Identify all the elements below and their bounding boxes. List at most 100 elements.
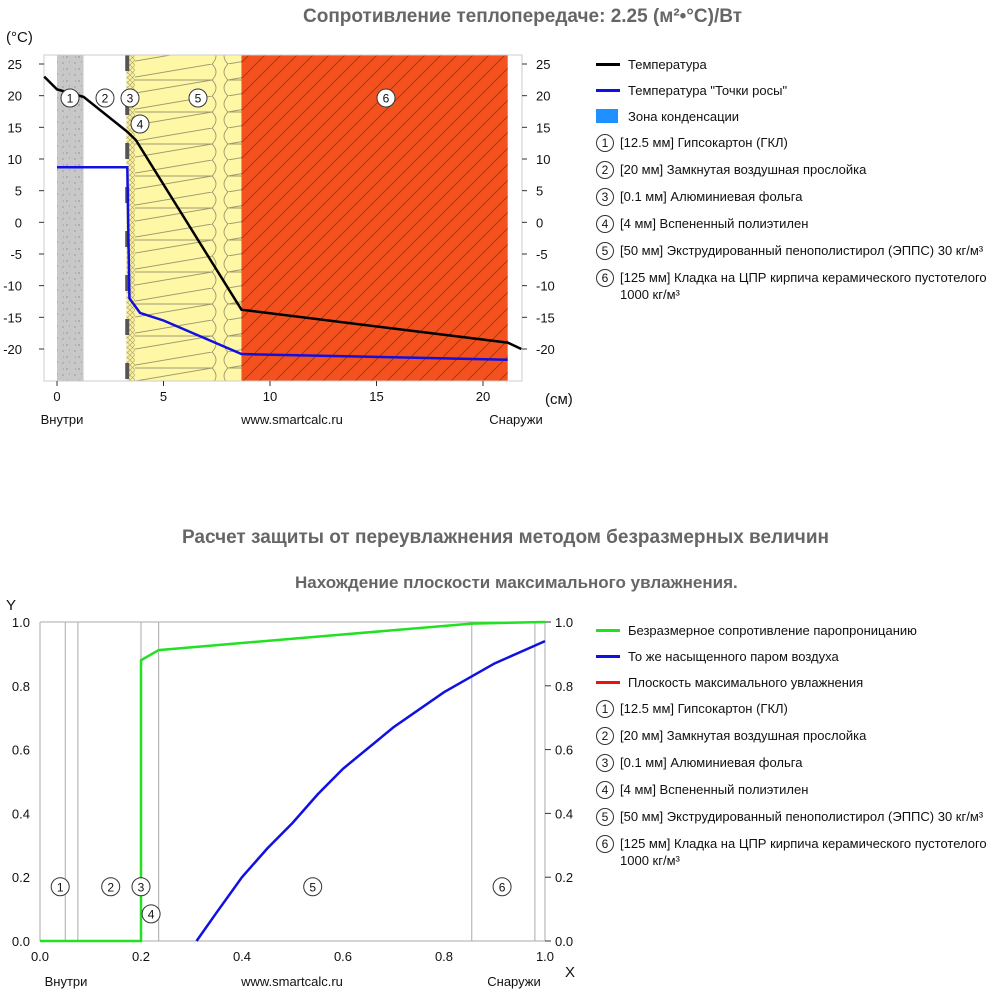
- x-tick-label: 10: [263, 389, 277, 404]
- layer-marker-label: 6: [383, 92, 390, 106]
- x-tick-label: 0: [53, 389, 60, 404]
- series-line-1: [57, 165, 508, 362]
- layer-marker-label: 5: [309, 880, 316, 894]
- legend-item-max-moisture-plane: Плоскость максимального увлажнения: [596, 674, 990, 691]
- series-line-0: [43, 75, 522, 351]
- y-tick-label: 1.0: [12, 615, 30, 630]
- x-tick-label: 0.4: [233, 949, 251, 964]
- y-tick-label: -15: [3, 310, 22, 325]
- line-swatch-icon: [596, 629, 620, 632]
- layer-band-4: [126, 55, 135, 381]
- layer-number-badge: 6: [596, 269, 614, 287]
- legend-item-vapor-resistance: Безразмерное сопротивление паропроницани…: [596, 622, 990, 639]
- layer-number-badge: 6: [596, 835, 614, 853]
- legend-layer-label: [20 мм] Замкнутая воздушная прослойка: [620, 728, 867, 743]
- y-tick-label-right: -20: [536, 342, 555, 357]
- legend-layer-4: 4 [4 мм] Вспененный полиэтилен: [596, 781, 990, 799]
- series-line-0: [40, 620, 546, 943]
- y-tick-label-right: 15: [536, 120, 550, 135]
- site-label: www.smartcalc.ru: [240, 974, 343, 989]
- y-tick-label: 0.0: [12, 934, 30, 949]
- y-tick-label: -5: [10, 247, 22, 262]
- legend-item-dewpoint: Температура "Точки росы": [596, 82, 990, 99]
- layer-marker-label: 6: [499, 880, 506, 894]
- x-axis-label: (см): [545, 391, 573, 408]
- y-tick-label: 0.4: [12, 806, 30, 821]
- layer-marker: [141, 904, 161, 924]
- layer-number-badge: 4: [596, 215, 614, 233]
- outside-label: Снаружи: [489, 412, 543, 427]
- layer-band-5: [134, 55, 242, 381]
- legend-layer-label: [50 мм] Экструдированный пенополистирол …: [620, 243, 984, 258]
- layer-marker: [376, 88, 396, 108]
- legend-layer-label: [12.5 мм] Гипсокартон (ГКЛ): [620, 701, 788, 716]
- inside-label: Внутри: [45, 974, 88, 989]
- legend-layer-label: [0.1 мм] Алюминиевая фольга: [620, 755, 803, 770]
- layer-marker: [50, 877, 70, 897]
- layer-marker-label: 3: [127, 92, 134, 106]
- layer-marker-label: 4: [137, 118, 144, 132]
- y-tick-label: 10: [8, 152, 22, 167]
- y-tick-label-right: 0: [536, 215, 543, 230]
- y-tick-label-right: 0.6: [555, 743, 573, 758]
- x-tick-label: 15: [369, 389, 383, 404]
- layer-band-6: [241, 55, 508, 381]
- x-tick-label: 0.2: [132, 949, 150, 964]
- legend-item-saturated: То же насыщенного паром воздуха: [596, 648, 990, 665]
- layer-number-badge: 2: [596, 727, 614, 745]
- y-tick-label-right: 0.2: [555, 870, 573, 885]
- layer-number-badge: 5: [596, 808, 614, 826]
- x-tick-label: 0.0: [31, 949, 49, 964]
- y-tick-label-right: 0.8: [555, 679, 573, 694]
- layer-number-badge: 3: [596, 188, 614, 206]
- line-swatch-icon: [596, 63, 620, 66]
- legend-label: То же насыщенного паром воздуха: [628, 649, 839, 664]
- legend-layer-label: [4 мм] Вспененный полиэтилен: [620, 216, 809, 231]
- legend-item-condensation: Зона конденсации: [596, 108, 990, 125]
- layer-number-badge: 5: [596, 242, 614, 260]
- x-tick-label: 20: [476, 389, 490, 404]
- layer-marker: [131, 877, 151, 897]
- chart1-legend: Температура Температура "Точки росы" Зон…: [596, 56, 990, 312]
- chart2-title: Расчет защиты от переувлажнения методом …: [182, 527, 829, 548]
- layer-marker: [60, 88, 80, 108]
- chart1-title: Сопротивление теплопередаче: 2.25 (м²•°С…: [303, 6, 743, 27]
- legend-layer-label: [20 мм] Замкнутая воздушная прослойка: [620, 162, 867, 177]
- legend-label: Безразмерное сопротивление паропроницани…: [628, 623, 917, 638]
- legend-layer-label: [125 мм] Кладка на ЦПР кирпича керамичес…: [620, 270, 987, 302]
- y-tick-label: 0.6: [12, 743, 30, 758]
- legend-label: Температура: [628, 57, 707, 72]
- y-tick-label: 0.8: [12, 679, 30, 694]
- inside-label: Внутри: [41, 412, 84, 427]
- y-tick-label: -20: [3, 342, 22, 357]
- line-swatch-icon: [596, 89, 620, 92]
- layer-number-badge: 4: [596, 781, 614, 799]
- x-tick-label: 1.0: [536, 949, 554, 964]
- legend-layer-6: 6 [125 мм] Кладка на ЦПР кирпича керамиче…: [596, 269, 990, 303]
- y-tick-label-right: 1.0: [555, 615, 573, 630]
- legend-layer-label: [4 мм] Вспененный полиэтилен: [620, 782, 809, 797]
- x-tick-label: 5: [160, 389, 167, 404]
- site-label: www.smartcalc.ru: [240, 412, 343, 427]
- line-swatch-icon: [596, 655, 620, 658]
- y-tick-label: 15: [8, 120, 22, 135]
- y-tick-label: -10: [3, 279, 22, 294]
- layer-marker: [188, 88, 208, 108]
- y-axis-label: Y: [6, 597, 16, 614]
- x-axis-label: X: [565, 964, 575, 981]
- y-tick-label: 25: [8, 57, 22, 72]
- y-tick-label-right: 5: [536, 184, 543, 199]
- layer-band-1: [57, 55, 84, 381]
- chart2-legend: Безразмерное сопротивление паропроницани…: [596, 622, 990, 878]
- x-tick-label: 0.6: [334, 949, 352, 964]
- layer-marker: [120, 88, 140, 108]
- legend-layer-1: 1 [12.5 мм] Гипсокартон (ГКЛ): [596, 134, 990, 152]
- layer-marker-label: 1: [57, 880, 64, 894]
- y-tick-label-right: -15: [536, 310, 555, 325]
- layer-marker-label: 1: [67, 92, 74, 106]
- layer-marker: [492, 877, 512, 897]
- legend-layer-2: 2 [20 мм] Замкнутая воздушная прослойка: [596, 161, 990, 179]
- layer-number-badge: 1: [596, 134, 614, 152]
- layer-marker-label: 4: [148, 907, 155, 921]
- legend-item-temperature: Температура: [596, 56, 990, 73]
